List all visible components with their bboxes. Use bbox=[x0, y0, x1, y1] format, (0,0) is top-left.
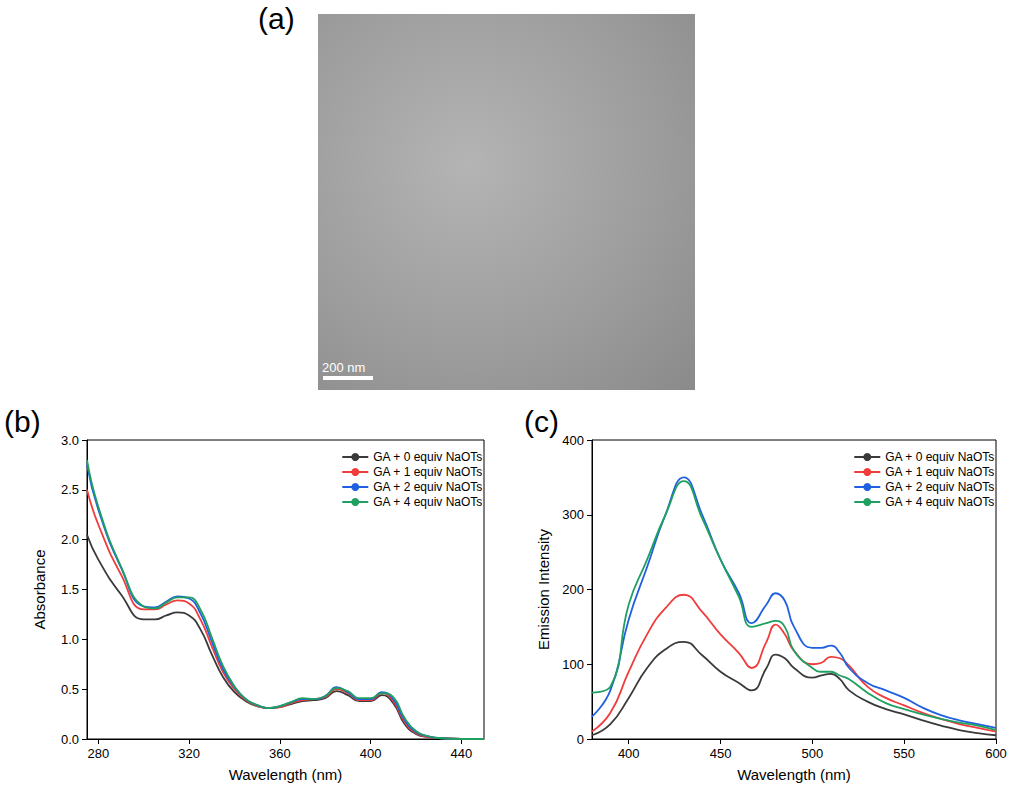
svg-text:GA + 1 equiv NaOTs: GA + 1 equiv NaOTs bbox=[373, 465, 482, 479]
svg-text:360: 360 bbox=[269, 746, 291, 761]
svg-text:GA + 4 equiv NaOTs: GA + 4 equiv NaOTs bbox=[373, 495, 482, 509]
svg-text:440: 440 bbox=[450, 746, 472, 761]
html-text:(c): (c) bbox=[524, 405, 559, 438]
svg-text:200: 200 bbox=[562, 582, 584, 597]
svg-text:1.5: 1.5 bbox=[61, 582, 79, 597]
svg-text:GA + 2 equiv NaOTs: GA + 2 equiv NaOTs bbox=[373, 480, 482, 494]
svg-text:400: 400 bbox=[618, 746, 640, 761]
svg-text:Emission Intensity: Emission Intensity bbox=[535, 529, 552, 650]
svg-text:400: 400 bbox=[562, 433, 584, 448]
svg-text:Absorbance: Absorbance bbox=[31, 549, 48, 629]
svg-text:500: 500 bbox=[802, 746, 824, 761]
svg-text:600: 600 bbox=[985, 746, 1007, 761]
svg-text:GA + 4 equiv NaOTs: GA + 4 equiv NaOTs bbox=[885, 495, 994, 509]
svg-text:GA + 1 equiv NaOTs: GA + 1 equiv NaOTs bbox=[885, 465, 994, 479]
svg-text:300: 300 bbox=[562, 507, 584, 522]
svg-text:GA + 2 equiv NaOTs: GA + 2 equiv NaOTs bbox=[885, 480, 994, 494]
svg-text:2.0: 2.0 bbox=[61, 532, 79, 547]
svg-text:320: 320 bbox=[178, 746, 200, 761]
svg-text:0: 0 bbox=[577, 732, 584, 747]
svg-text:100: 100 bbox=[562, 657, 584, 672]
svg-text:450: 450 bbox=[710, 746, 732, 761]
html-text:(a): (a) bbox=[258, 2, 295, 35]
svg-text:3.0: 3.0 bbox=[61, 433, 79, 448]
svg-text:1.0: 1.0 bbox=[61, 632, 79, 647]
html-text:200 nm: 200 nm bbox=[322, 360, 366, 375]
svg-text:GA + 0 equiv NaOTs: GA + 0 equiv NaOTs bbox=[885, 450, 994, 464]
svg-text:Wavelength (nm): Wavelength (nm) bbox=[229, 766, 343, 783]
svg-text:2.5: 2.5 bbox=[61, 482, 79, 497]
svg-text:0.5: 0.5 bbox=[61, 682, 79, 697]
html-text:(b): (b) bbox=[4, 405, 41, 438]
svg-text:0.0: 0.0 bbox=[61, 732, 79, 747]
svg-text:280: 280 bbox=[87, 746, 109, 761]
svg-text:Wavelength (nm): Wavelength (nm) bbox=[737, 766, 851, 783]
svg-text:400: 400 bbox=[360, 746, 382, 761]
svg-text:GA + 0 equiv NaOTs: GA + 0 equiv NaOTs bbox=[373, 450, 482, 464]
svg-text:550: 550 bbox=[893, 746, 915, 761]
